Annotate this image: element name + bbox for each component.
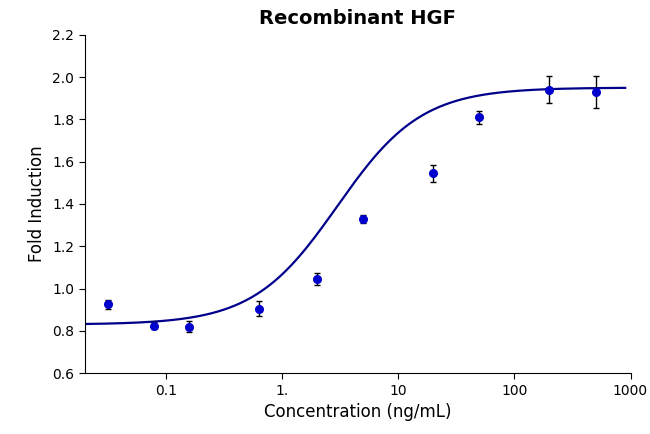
Title: Recombinant HGF: Recombinant HGF: [259, 9, 456, 28]
Y-axis label: Fold Induction: Fold Induction: [29, 146, 46, 262]
X-axis label: Concentration (ng/mL): Concentration (ng/mL): [264, 403, 451, 421]
